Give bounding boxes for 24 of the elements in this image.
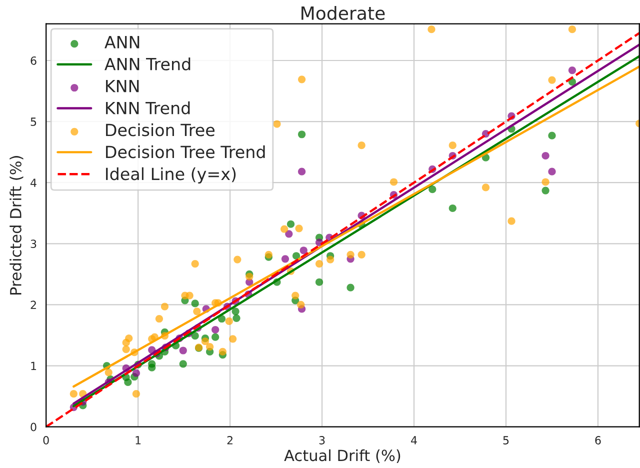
x-tick-label: 3 [319, 436, 325, 444]
x-axis-title: Actual Drift (%) [284, 449, 400, 463]
y-tick-label: 6 [30, 56, 36, 65]
x-tick-label: 6 [595, 436, 601, 444]
chart-title: Moderate [302, 6, 385, 20]
legend-label: KNN Trend [106, 101, 190, 114]
legend-label: ANN [104, 36, 140, 48]
legend-label: ANN Trend [104, 58, 190, 70]
y-tick-label: 3 [30, 240, 36, 248]
y-tick-label: 0 [30, 422, 36, 432]
y-tick-label: 2 [30, 300, 36, 309]
legend-label: Ideal Line (y=x) [106, 167, 236, 184]
x-tick-label: 1 [136, 436, 141, 444]
x-tick-label: 4 [411, 436, 417, 444]
y-tick-label: 4 [30, 178, 36, 187]
x-tick-label: 5 [503, 436, 509, 444]
y-tick-label: 1 [31, 362, 36, 370]
y-axis-title: Predicted Drift (%) [10, 156, 24, 294]
y-tick-label: 5 [30, 118, 36, 126]
legend-label: Decision Tree Trend [106, 145, 265, 158]
legend-label: Decision Tree [106, 123, 214, 136]
legend-label: KNN [106, 80, 139, 92]
x-tick-label: 0 [43, 436, 49, 444]
x-tick-label: 2 [227, 436, 232, 444]
